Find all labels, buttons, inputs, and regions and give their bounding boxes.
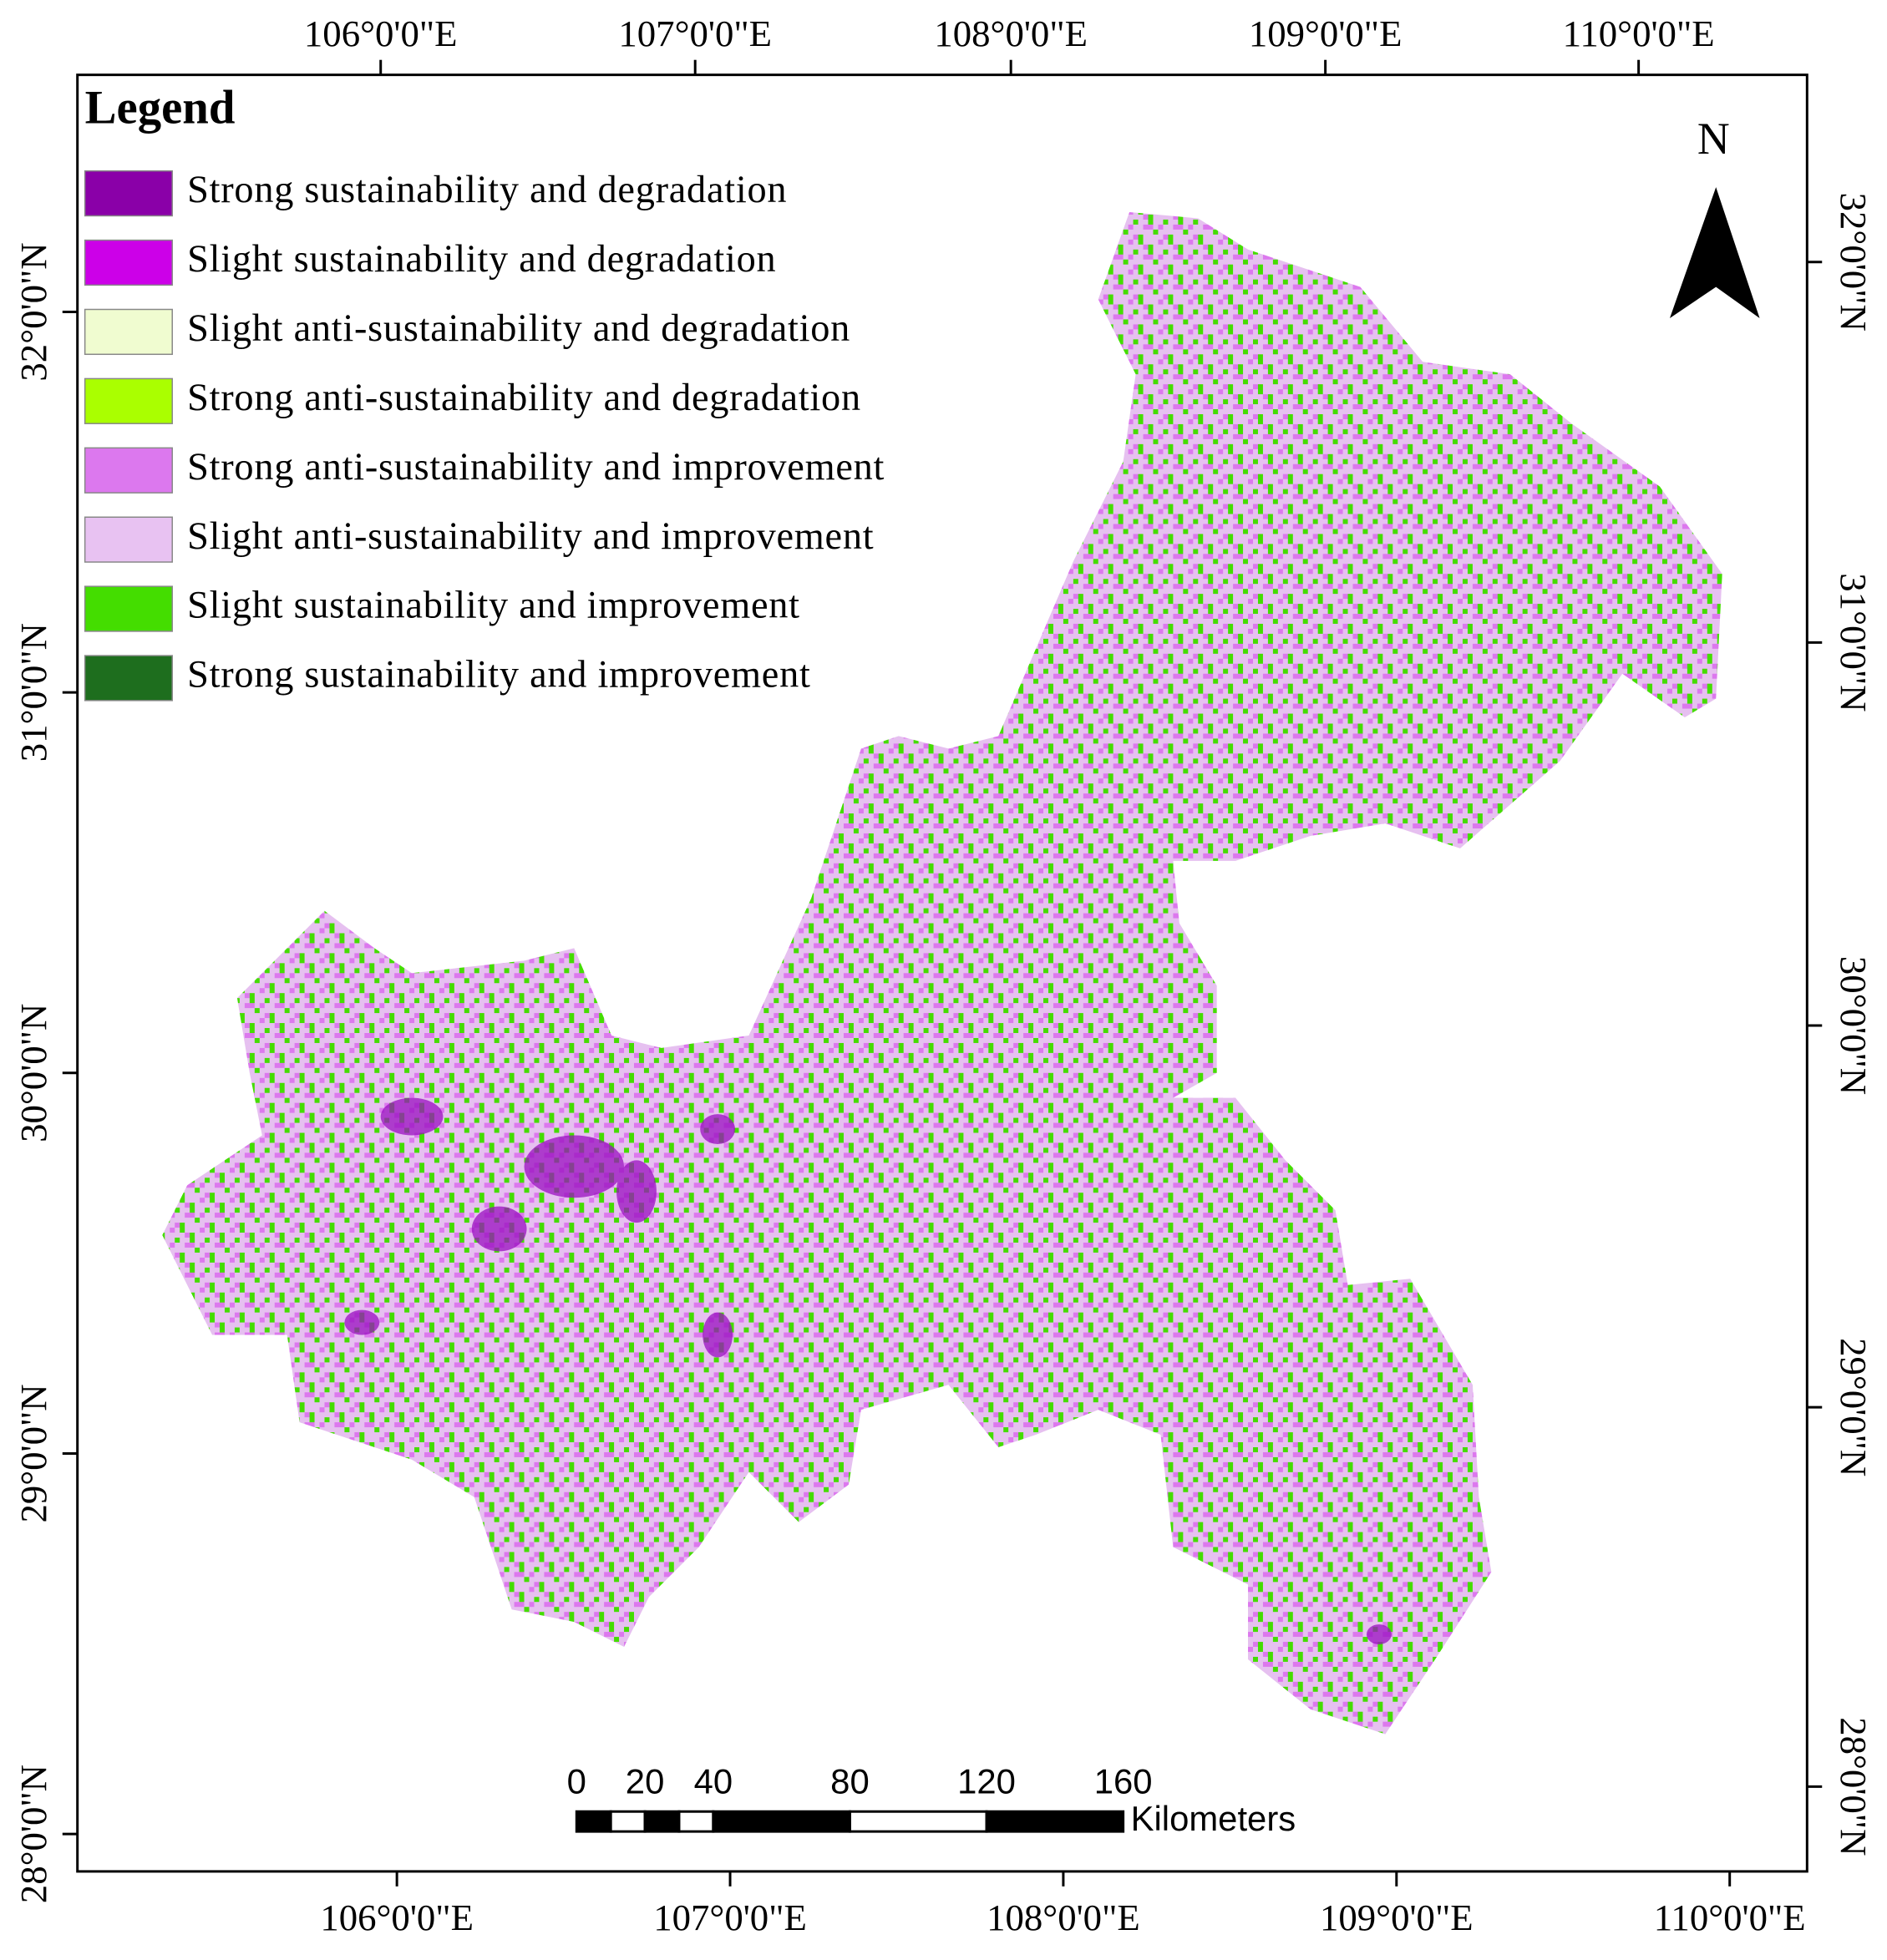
north-label: N	[1697, 114, 1730, 164]
scale-label: 120	[957, 1761, 1016, 1800]
north-arrow	[1669, 187, 1760, 318]
scale-segment	[677, 1810, 715, 1833]
scale-segment	[848, 1810, 988, 1833]
right-label: 30°0'0"N	[1833, 956, 1874, 1095]
legend-label: Slight anti-sustainability and improveme…	[187, 515, 874, 558]
legend-label: Strong anti-sustainability and degradati…	[187, 377, 861, 419]
bottom-label: 108°0'0"E	[987, 1897, 1140, 1938]
legend-label: Slight anti-sustainability and degradati…	[187, 307, 850, 350]
scale-label: 80	[830, 1761, 870, 1800]
graticule-labels: 106°0'0"E 107°0'0"E 108°0'0"E 109°0'0"E 110°…	[13, 13, 1874, 1938]
legend-swatch	[84, 377, 173, 424]
top-label: 110°0'0"E	[1563, 13, 1715, 54]
top-label: 109°0'0"E	[1249, 13, 1403, 54]
scale-label: 0	[567, 1761, 586, 1800]
legend-swatch	[84, 585, 173, 632]
bottom-label: 107°0'0"E	[653, 1897, 807, 1938]
right-label: 28°0'0"N	[1833, 1717, 1874, 1856]
scale-segment	[575, 1810, 612, 1833]
legend-label: Slight sustainability and degradation	[187, 238, 776, 281]
degradation-patches	[344, 1097, 1392, 1645]
scale-unit: Kilometers	[1131, 1799, 1296, 1838]
left-label: 28°0'0"N	[13, 1765, 54, 1903]
bottom-label: 110°0'0"E	[1654, 1897, 1806, 1938]
legend-swatch	[84, 308, 173, 356]
right-label: 31°0'0"N	[1833, 573, 1874, 712]
bottom-label: 109°0'0"E	[1320, 1897, 1474, 1938]
left-label: 31°0'0"N	[13, 623, 54, 762]
legend-swatch	[84, 516, 173, 563]
bottom-label: 106°0'0"E	[320, 1897, 474, 1938]
left-label: 30°0'0"N	[13, 1004, 54, 1142]
legend-swatch	[84, 170, 173, 217]
scale-segment	[643, 1810, 681, 1833]
legend-label: Strong sustainability and improvement	[187, 654, 810, 696]
legend-swatch	[84, 239, 173, 286]
legend-label: Strong sustainability and degradation	[187, 169, 787, 211]
scale-segment	[609, 1810, 647, 1833]
right-label: 32°0'0"N	[1833, 193, 1874, 332]
legend: Strong sustainability and degradation Sli…	[84, 169, 885, 701]
left-label: 29°0'0"N	[13, 1384, 54, 1522]
legend-swatch	[84, 447, 173, 494]
legend-title: Legend	[85, 81, 236, 134]
scale-label: 40	[694, 1761, 733, 1800]
region	[162, 211, 1722, 1735]
top-label: 106°0'0"E	[304, 13, 458, 54]
top-label: 107°0'0"E	[618, 13, 772, 54]
scale-label: 20	[626, 1761, 665, 1800]
left-label: 32°0'0"N	[13, 242, 54, 381]
map-frame	[76, 73, 1808, 1873]
scale-label: 160	[1094, 1761, 1153, 1800]
right-label: 29°0'0"N	[1833, 1338, 1874, 1476]
scale-segment	[712, 1810, 851, 1833]
legend-swatch	[84, 655, 173, 701]
legend-label: Strong anti-sustainability and improveme…	[187, 446, 885, 489]
top-label: 108°0'0"E	[934, 13, 1088, 54]
legend-label: Slight sustainability and improvement	[187, 585, 800, 627]
scale-segment	[985, 1810, 1125, 1833]
